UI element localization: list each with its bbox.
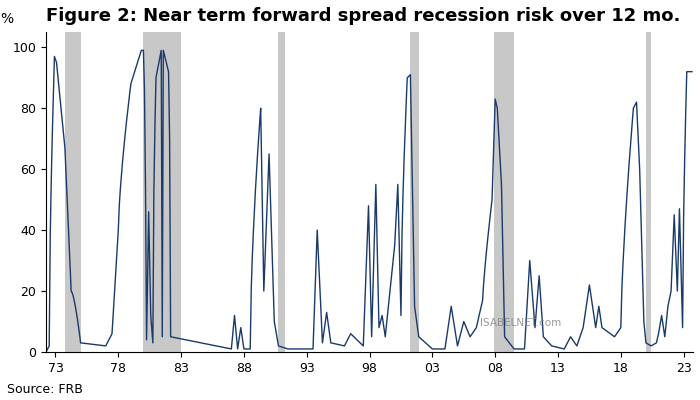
Bar [279, 32, 285, 352]
Bar [144, 32, 181, 352]
Text: ISABELNET.com: ISABELNET.com [480, 318, 561, 328]
Bar [494, 32, 514, 352]
Bar [410, 32, 419, 352]
Bar [646, 32, 651, 352]
Y-axis label: %: % [1, 12, 14, 26]
Bar [65, 32, 80, 352]
Text: Figure 2: Near term forward spread recession risk over 12 mo.: Figure 2: Near term forward spread reces… [46, 7, 680, 25]
Text: Source: FRB: Source: FRB [7, 383, 83, 396]
